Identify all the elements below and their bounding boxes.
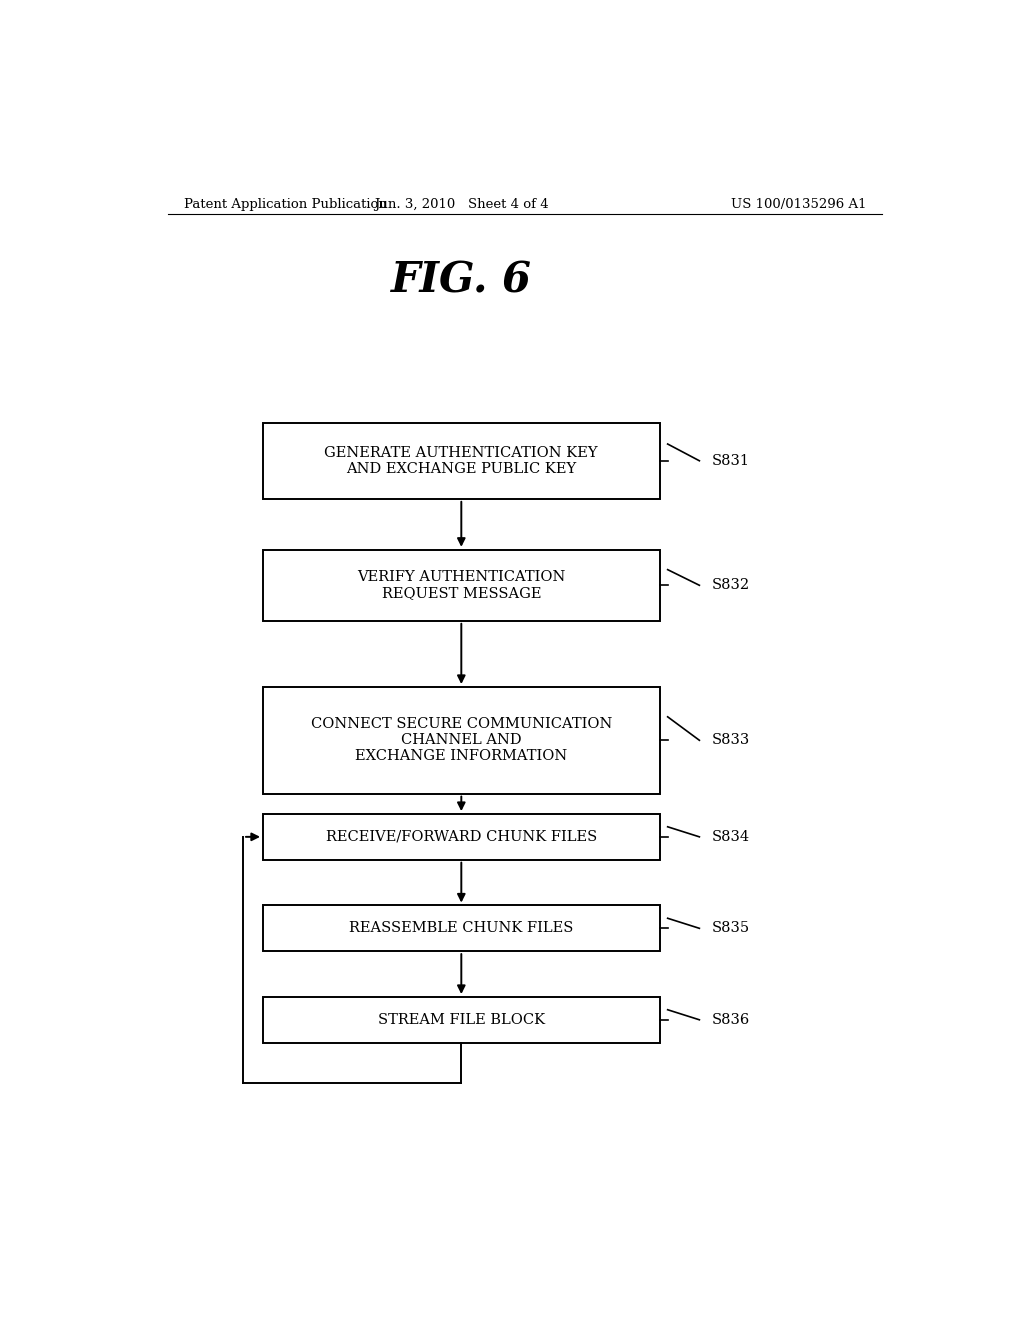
Text: Jun. 3, 2010   Sheet 4 of 4: Jun. 3, 2010 Sheet 4 of 4: [374, 198, 549, 211]
Text: Patent Application Publication: Patent Application Publication: [183, 198, 386, 211]
Text: GENERATE AUTHENTICATION KEY
AND EXCHANGE PUBLIC KEY: GENERATE AUTHENTICATION KEY AND EXCHANGE…: [325, 446, 598, 477]
Bar: [263, 997, 659, 1043]
Text: REASSEMBLE CHUNK FILES: REASSEMBLE CHUNK FILES: [349, 921, 573, 936]
Text: S835: S835: [712, 921, 750, 936]
Bar: [263, 906, 659, 952]
Text: S831: S831: [712, 454, 750, 467]
Text: S833: S833: [712, 734, 750, 747]
Text: CONNECT SECURE COMMUNICATION
CHANNEL AND
EXCHANGE INFORMATION: CONNECT SECURE COMMUNICATION CHANNEL AND…: [310, 717, 612, 763]
Text: S832: S832: [712, 578, 750, 593]
Text: S836: S836: [712, 1012, 750, 1027]
Text: US 100/0135296 A1: US 100/0135296 A1: [730, 198, 866, 211]
Text: VERIFY AUTHENTICATION
REQUEST MESSAGE: VERIFY AUTHENTICATION REQUEST MESSAGE: [357, 570, 565, 601]
Text: RECEIVE/FORWARD CHUNK FILES: RECEIVE/FORWARD CHUNK FILES: [326, 830, 597, 843]
Text: S834: S834: [712, 830, 750, 843]
Bar: [263, 686, 659, 793]
Bar: [263, 814, 659, 859]
Bar: [263, 549, 659, 620]
Bar: [263, 422, 659, 499]
Text: STREAM FILE BLOCK: STREAM FILE BLOCK: [378, 1012, 545, 1027]
Text: FIG. 6: FIG. 6: [391, 259, 531, 301]
